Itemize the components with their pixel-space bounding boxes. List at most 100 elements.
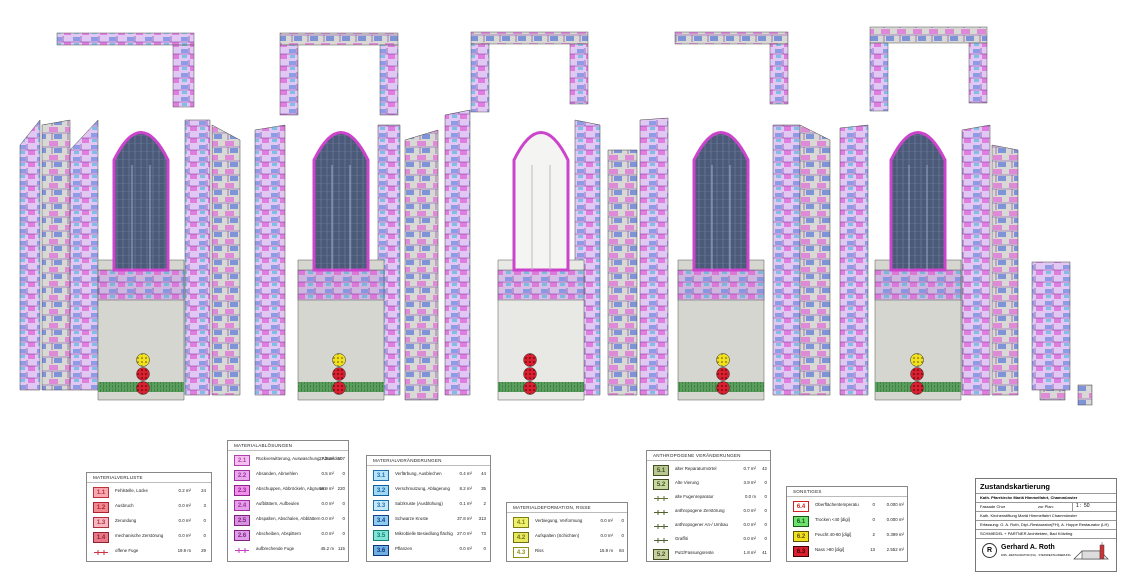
legend-label: alte Fugenreparatur	[675, 494, 714, 499]
legend-label: Mikrobielle Besiedlung flächig	[395, 531, 453, 536]
building-thumbnail-icon	[1073, 542, 1109, 560]
legend-quantity: 45.2 m	[320, 546, 334, 551]
moisture-mark	[910, 367, 924, 381]
legend-row: 6.4 Oberflächentemperatu 0 0.000 m²	[787, 499, 907, 515]
legend-count: 0	[764, 494, 767, 499]
moisture-mark	[332, 367, 346, 381]
legend-count: 2	[483, 501, 486, 506]
legend-count: 0	[203, 533, 206, 538]
legend-quantity: 0.0 m²	[743, 522, 756, 527]
legend-swatch	[93, 547, 109, 558]
legend-label: Rückverwitterung, Auswaschung, Absanden	[256, 456, 342, 461]
legend-label: Absanden, Abmehlen	[256, 471, 298, 476]
legend-quantity: 0.1 m²	[459, 501, 472, 506]
legend-count: 0	[621, 518, 624, 523]
legend-quantity: 27.3 m²	[319, 456, 334, 461]
legend-row: Graffiti 0.0 m² 0	[647, 533, 770, 549]
legend-swatch: 6.1	[793, 516, 809, 527]
bay	[874, 131, 962, 401]
title-block: Zustandskartierung Kath. Pfarrkirche Mar…	[975, 478, 1117, 572]
legend-title: SONSTIGES	[793, 489, 822, 494]
legend-row: 1.4 mechanische Zerstörung 0.0 m² 0	[87, 530, 211, 546]
legend-label: offene Fuge	[115, 548, 139, 553]
scale-prefix: 1	[1076, 503, 1079, 509]
logo-subtitle: DIPL.-RESTAURATOR (FH) · STEINRESTAURIER…	[1001, 553, 1071, 557]
legend-quantity: 0.0 m²	[178, 503, 191, 508]
legend-swatch: 3.6	[373, 545, 389, 556]
legend-swatch: 6.2	[793, 531, 809, 542]
legend-quantity: 3.9 m²	[743, 480, 756, 485]
legend-label: Putz/Fassungsreste	[675, 550, 714, 555]
moisture-mark	[332, 353, 346, 367]
legend-count: 0	[342, 501, 345, 506]
legend-row: aufbrechende Fuge 45.2 m 115	[228, 543, 348, 559]
legend-count: 13	[870, 547, 875, 552]
legend-count: 0	[483, 546, 486, 551]
legend-swatch	[653, 493, 669, 504]
legend-row: 5.2 Alte Vierung 3.9 m² 0	[647, 477, 770, 493]
legend-swatch: 2.4	[234, 500, 250, 511]
legend-count: 2	[872, 532, 875, 537]
legend-quantity: 0.4 m²	[459, 471, 472, 476]
legend-swatch: 3.1	[373, 470, 389, 481]
legend-row: 1.3 Zerundung 0.0 m² 0	[87, 515, 211, 531]
legend-label: Riss	[535, 548, 544, 553]
legend-quantity: 37.8 m²	[457, 516, 472, 521]
legend-count: 0	[342, 516, 345, 521]
legend-count: 73	[481, 531, 486, 536]
legend-swatch: 2.2	[234, 470, 250, 481]
legend-row: 2.3 Abschuppen, Abbröckeln, Abgrusen 16.9 …	[228, 483, 348, 499]
legend-row: 4.1 Verbiegung, Verformung 0.0 m² 0	[507, 515, 627, 531]
legend-count: 0	[872, 517, 875, 522]
legend-count: 0	[203, 518, 206, 523]
legend-sonstiges: SONSTIGES 6.4 Oberflächentemperatu 0 0.000 …	[786, 486, 908, 562]
legend-quantity: 16.9 m²	[319, 486, 334, 491]
legend-label: Aufspalten (Schichten)	[535, 533, 580, 538]
legend-swatch: 1.4	[93, 532, 109, 543]
legend-materialdeformation: MATERIALDEFORMATION, RISSE 4.1 Verbiegung…	[506, 502, 628, 562]
legend-row: alte Fugenreparatur 0.0 m 0	[647, 491, 770, 507]
legend-row: 6.3 Nass >80 [digi] 13 2.552 m²	[787, 544, 907, 560]
legend-materialverluste: MATERIALVERLUSTE 1.1 Fehlstelle, Lücke 0.2…	[86, 472, 212, 562]
legend-quantity: 0.0 m²	[321, 531, 334, 536]
company-logo: R Gerhard A. Roth DIPL.-RESTAURATOR (FH)…	[982, 541, 1071, 561]
legend-row: 6.1 Trocken <40 [digi] 0 0.000 m²	[787, 514, 907, 530]
legend-row: 4.3 Riss 15.9 m 84	[507, 545, 627, 561]
legend-row: 2.6 Abscheiben, Abspittern 0.0 m² 0	[228, 528, 348, 544]
legend-swatch	[234, 545, 250, 556]
legend-label: Trocken <40 [digi]	[815, 517, 850, 522]
legend-swatch: 6.3	[793, 546, 809, 557]
legend-row: 3.3 Salzkruste (Ausblühung) 0.1 m² 2	[367, 498, 490, 514]
legend-label: Ausbruch	[115, 503, 134, 508]
legend-swatch: 5.2	[653, 549, 669, 560]
legend-row: 6.2 Feucht 40-80 [digi] 2 0.399 m²	[787, 529, 907, 545]
bay	[497, 131, 585, 401]
legend-quantity: 0.000 m²	[886, 502, 904, 507]
legend-count: 44	[481, 471, 486, 476]
legend-label: Schwarze Kruste	[395, 516, 429, 521]
legend-label: Zerundung	[115, 518, 137, 523]
legend-row: 3.6 Pflanzen 0.0 m² 0	[367, 543, 490, 559]
buttresses	[19, 109, 1093, 406]
legend-count: 41	[762, 550, 767, 555]
legend-label: Graffiti	[675, 536, 688, 541]
legend-title: MATERIALVERÄNDERUNGEN	[373, 458, 442, 463]
legend-quantity: 0.0 m²	[743, 536, 756, 541]
legend-title: MATERIALVERLUSTE	[93, 475, 143, 480]
legend-title: ANTHROPOGENE VERÄNDERUNGEN	[653, 453, 741, 458]
legend-count: 115	[338, 546, 345, 551]
moisture-marks	[136, 353, 924, 395]
legend-anthropogene: ANTHROPOGENE VERÄNDERUNGEN 5.1 alter Repa…	[646, 450, 771, 562]
legend-count: 0	[342, 531, 345, 536]
moisture-mark	[332, 381, 346, 395]
legend-label: Verfärbung, Ausblechen	[395, 471, 442, 476]
legend-quantity: 0.399 m²	[886, 532, 904, 537]
legend-label: Abspalten, Abschalen, Abblättern	[256, 516, 321, 521]
legend-label: mechanische Zerstörung	[115, 533, 164, 538]
drawing-title: Zustandskartierung	[980, 482, 1051, 491]
moisture-mark	[523, 367, 537, 381]
legend-quantity: 0.0 m²	[178, 533, 191, 538]
legend-label: Alte Vierung	[675, 480, 699, 485]
legend-label: Verschmutzung, Ablagerung	[395, 486, 450, 491]
legend-swatch: 2.1	[234, 455, 250, 466]
